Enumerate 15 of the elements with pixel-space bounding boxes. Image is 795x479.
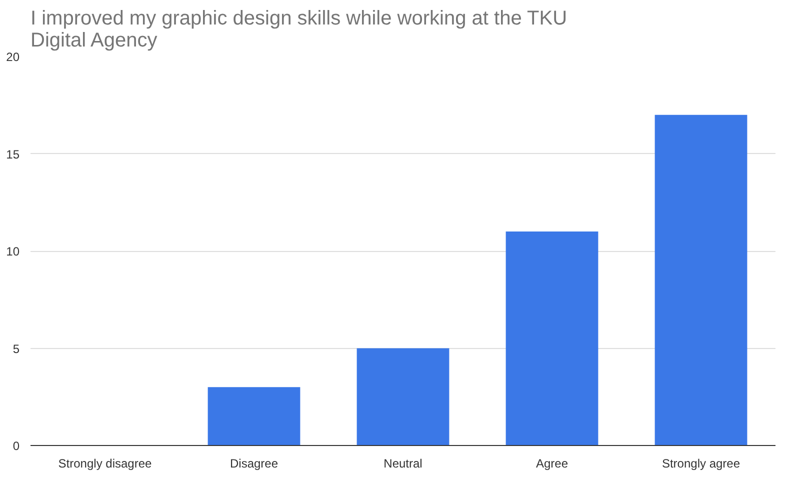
bar xyxy=(506,232,598,446)
bar xyxy=(208,387,300,446)
y-tick-label: 20 xyxy=(6,50,20,64)
x-tick-label: Disagree xyxy=(230,456,278,470)
chart-title: I improved my graphic design skills while working at the TKU Digital Agency xyxy=(30,8,568,52)
y-tick-label: 5 xyxy=(12,342,20,356)
x-tick-label: Neutral xyxy=(384,456,422,470)
y-tick-label: 0 xyxy=(12,439,20,453)
y-tick-label: 15 xyxy=(6,147,20,162)
bar xyxy=(654,114,748,446)
y-tick-label: 10 xyxy=(6,244,20,258)
x-tick-label: Strongly disagree xyxy=(58,456,152,470)
bar xyxy=(356,348,450,446)
x-tick-label: Strongly agree xyxy=(662,456,740,470)
x-tick-label: Agree xyxy=(536,456,568,470)
